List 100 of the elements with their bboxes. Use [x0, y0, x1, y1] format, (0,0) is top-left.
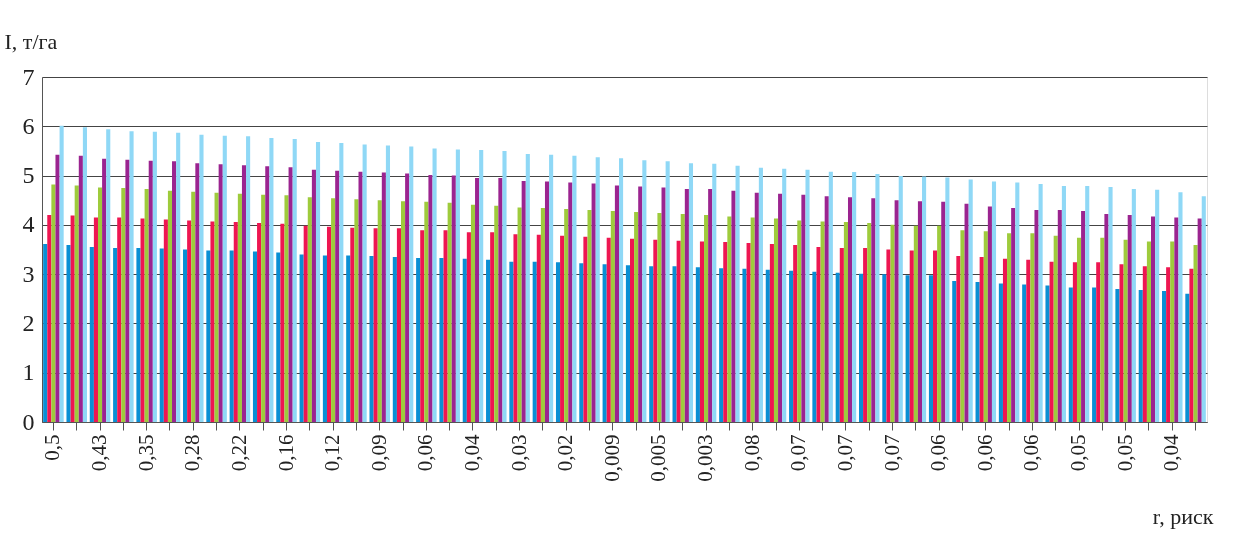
bar: [117, 217, 122, 422]
bar: [241, 165, 247, 422]
bar: [549, 154, 554, 422]
bar: [416, 257, 421, 422]
bar: [199, 134, 204, 422]
bar: [684, 188, 689, 422]
bar: [269, 138, 274, 422]
bar: [665, 161, 670, 422]
bar: [218, 164, 223, 422]
x-tick-label: 0,06: [972, 434, 997, 472]
bar: [1085, 185, 1090, 422]
bar: [606, 237, 611, 422]
bar: [852, 172, 857, 422]
bar: [922, 176, 927, 422]
bar: [987, 206, 992, 422]
bar: [280, 223, 285, 422]
bar: [55, 154, 60, 422]
bar: [875, 174, 880, 422]
x-tick-label: 0,05: [1066, 434, 1091, 472]
bar: [1108, 186, 1113, 422]
bar: [1049, 261, 1054, 422]
bar: [420, 230, 425, 422]
bar: [1138, 289, 1143, 422]
bar: [51, 184, 56, 422]
bar: [1081, 211, 1086, 422]
bar: [695, 267, 700, 422]
bar: [945, 177, 950, 422]
bar: [937, 225, 942, 422]
x-tick-label: 0,09: [366, 434, 391, 472]
bar: [572, 155, 577, 422]
bar: [1057, 210, 1062, 422]
bar: [252, 251, 258, 422]
bar: [998, 283, 1003, 422]
bar: [163, 219, 168, 422]
bar: [723, 242, 728, 422]
bar: [758, 167, 763, 422]
x-tick-label: 0,08: [739, 434, 764, 472]
bar: [362, 144, 367, 422]
bar: [968, 179, 973, 422]
bar: [326, 226, 332, 422]
x-tick-label: 0,22: [226, 434, 251, 472]
bar: [564, 209, 569, 422]
bar: [176, 132, 181, 422]
bar: [409, 146, 414, 422]
bar: [1076, 237, 1082, 422]
bar: [47, 215, 52, 422]
bar: [152, 131, 157, 422]
bar: [1151, 216, 1156, 422]
bar: [265, 166, 270, 422]
bar: [159, 248, 164, 422]
bar: [121, 187, 126, 422]
bar: [727, 216, 732, 422]
bar: [513, 234, 518, 422]
bar: [59, 125, 64, 422]
bar: [890, 224, 895, 422]
bar: [331, 198, 336, 422]
bar: [191, 191, 196, 422]
bar: [486, 259, 491, 422]
bar: [322, 255, 327, 422]
bar: [913, 225, 918, 422]
bar: [373, 228, 378, 422]
bar: [509, 261, 514, 422]
bar: [898, 176, 903, 422]
x-tick-label: 0,06: [926, 434, 951, 472]
bar: [680, 214, 685, 422]
bar: [858, 273, 864, 422]
bar: [1068, 287, 1073, 422]
bar: [43, 244, 48, 422]
bar: [339, 143, 344, 422]
bar: [1127, 215, 1132, 422]
x-tick-label: 0,005: [646, 434, 671, 482]
bar: [447, 202, 452, 422]
bar: [183, 249, 188, 422]
bar: [129, 131, 134, 422]
x-tick-label: 0,07: [879, 434, 904, 472]
bar: [392, 256, 397, 422]
bar: [1185, 293, 1190, 422]
bar: [1174, 217, 1179, 422]
bar: [82, 127, 87, 422]
bar: [187, 220, 192, 422]
bar: [102, 158, 107, 422]
bar: [1142, 266, 1147, 422]
bar: [847, 197, 853, 422]
bar: [1034, 210, 1039, 422]
bar: [778, 193, 783, 422]
bar: [625, 265, 630, 422]
bar: [443, 230, 448, 422]
bar: [432, 148, 437, 422]
x-tick-label: 0,003: [693, 434, 718, 482]
bar: [746, 243, 751, 422]
bar: [354, 199, 359, 422]
x-tick-label: 0,04: [459, 434, 484, 472]
bar: [839, 248, 844, 422]
x-tick-label: 0,06: [1019, 434, 1044, 472]
bar: [801, 194, 806, 422]
bar: [405, 173, 410, 422]
bar: [335, 170, 340, 422]
bar: [742, 268, 747, 422]
bar: [805, 169, 810, 422]
bar: [560, 235, 565, 422]
